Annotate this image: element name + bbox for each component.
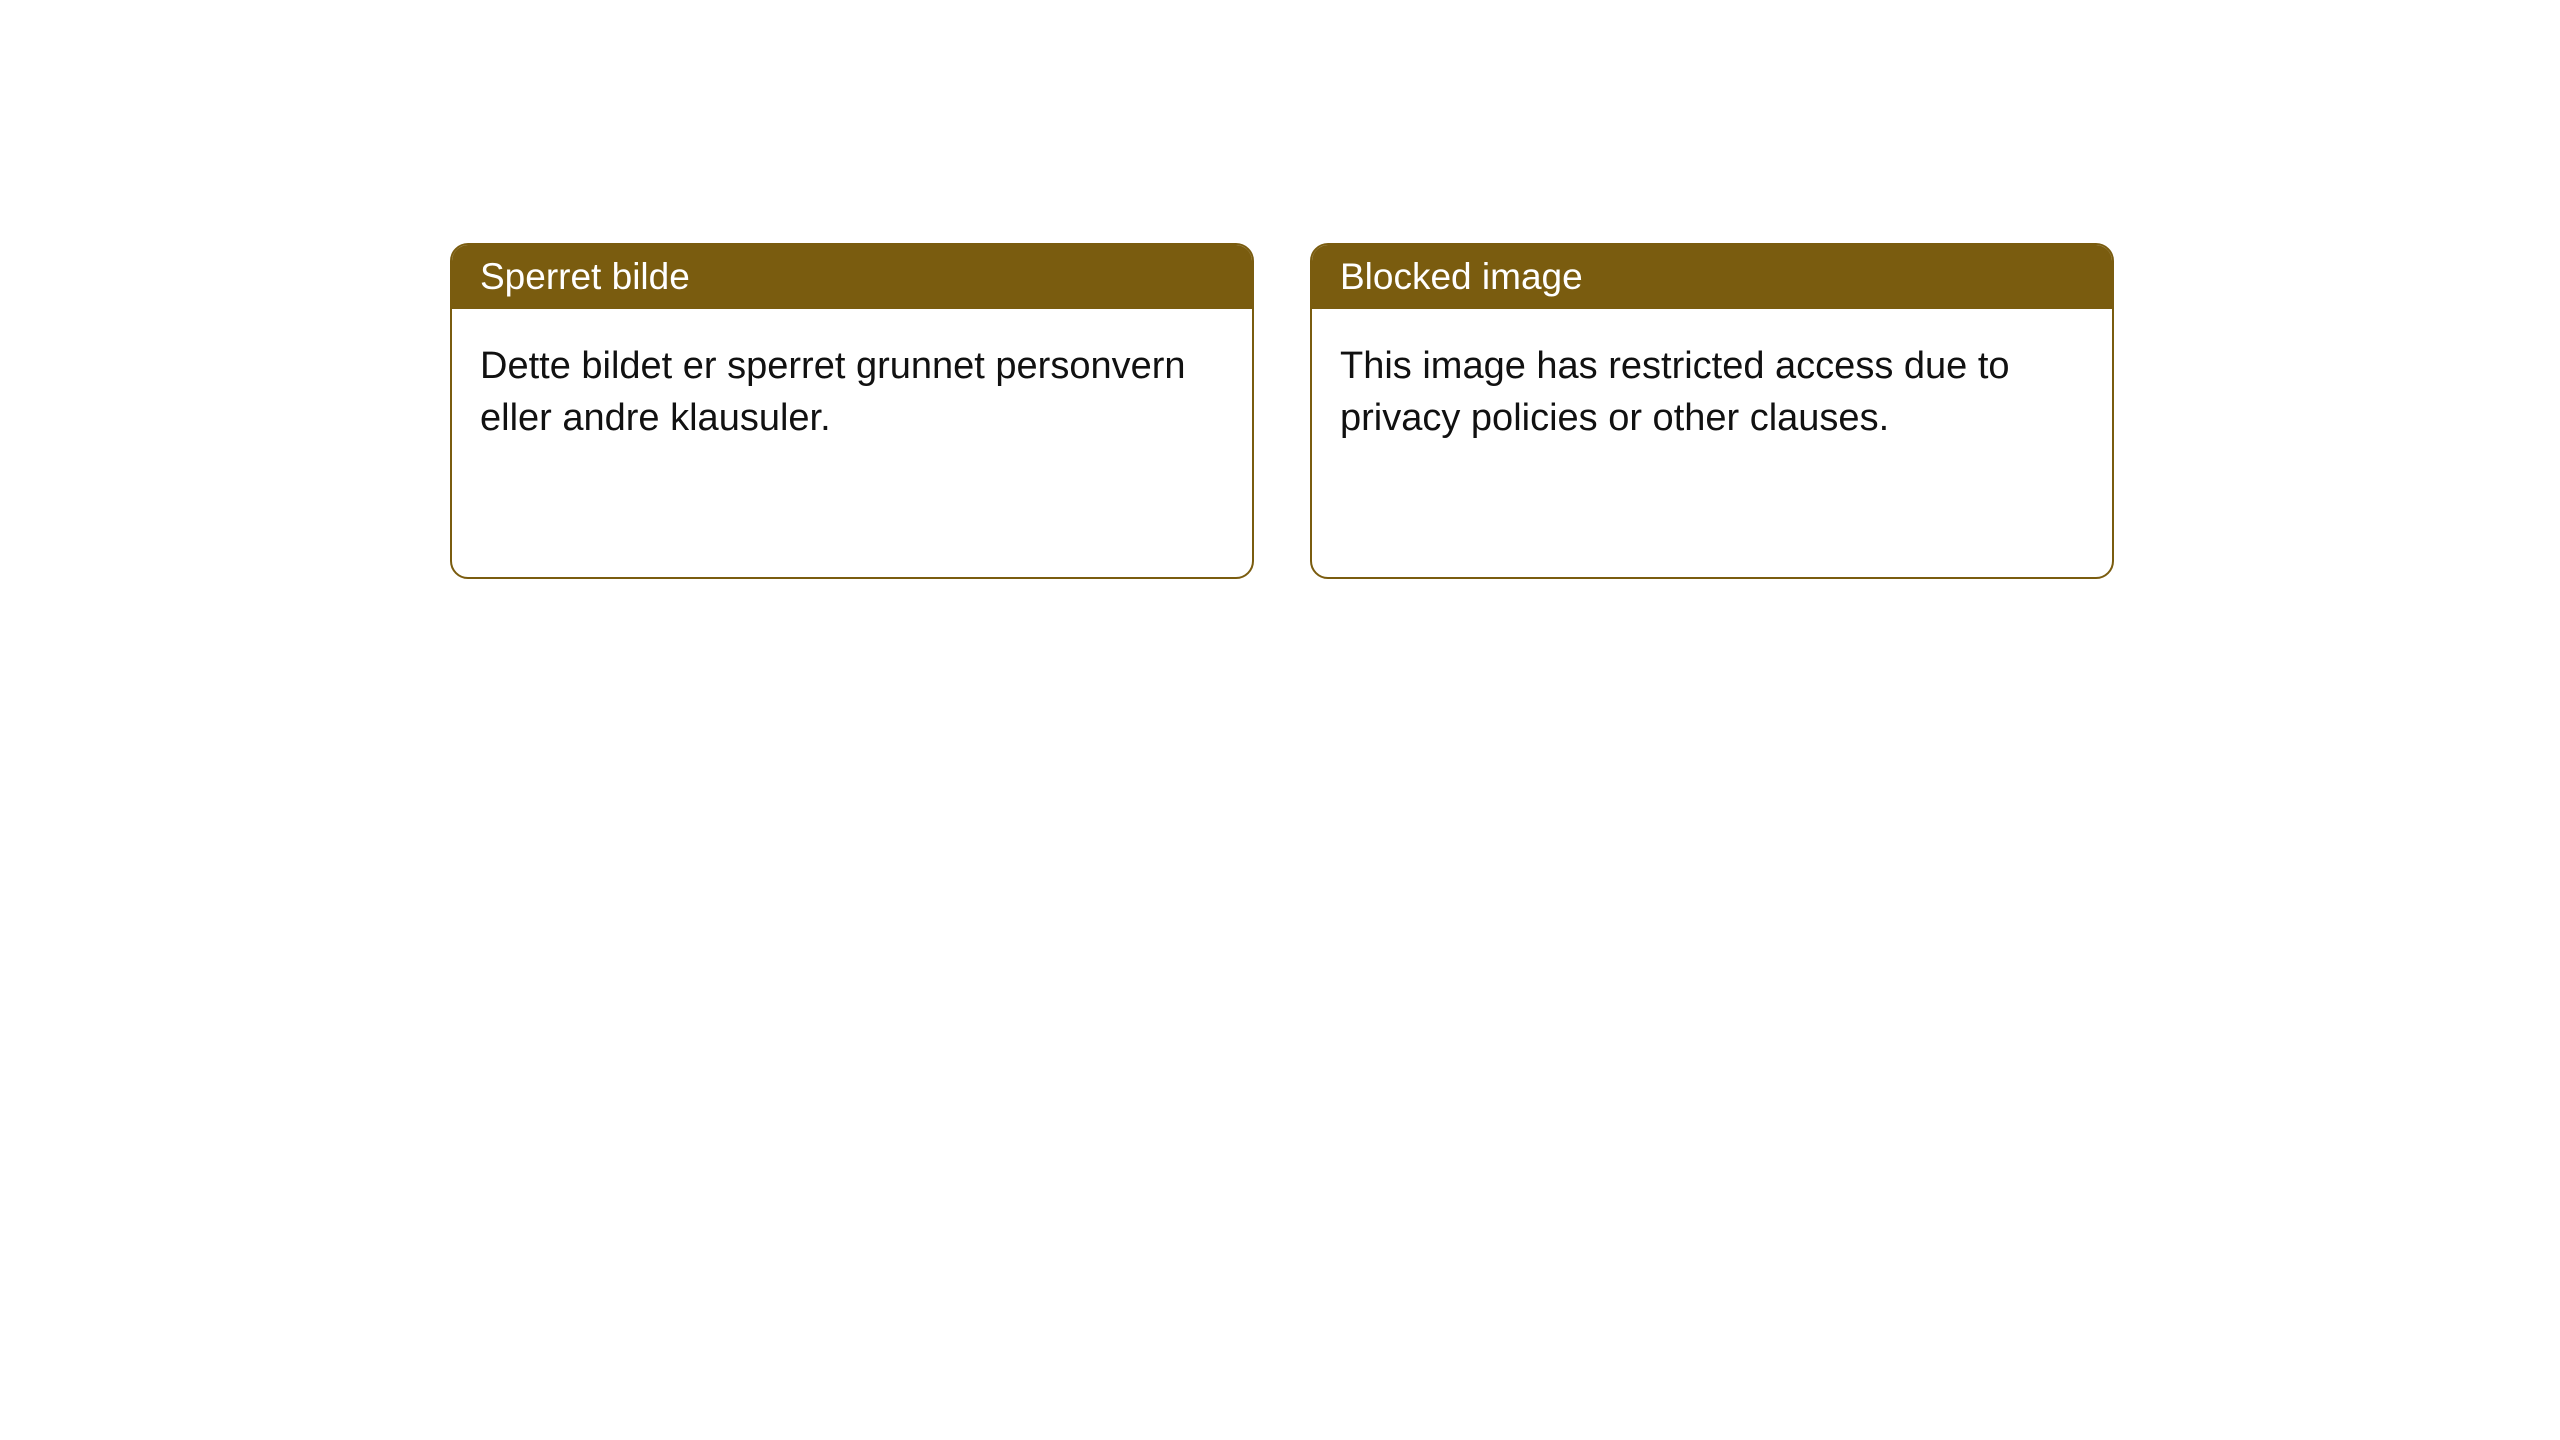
card-body: Dette bildet er sperret grunnet personve… [452, 309, 1252, 476]
card-body-text: This image has restricted access due to … [1340, 345, 2010, 438]
card-header: Blocked image [1312, 245, 2112, 309]
card-body: This image has restricted access due to … [1312, 309, 2112, 476]
card-body-text: Dette bildet er sperret grunnet personve… [480, 345, 1186, 438]
notice-card-english: Blocked image This image has restricted … [1310, 243, 2114, 579]
notice-card-container: Sperret bilde Dette bildet er sperret gr… [450, 243, 2114, 579]
card-title: Sperret bilde [480, 256, 690, 297]
card-header: Sperret bilde [452, 245, 1252, 309]
card-title: Blocked image [1340, 256, 1583, 297]
notice-card-norwegian: Sperret bilde Dette bildet er sperret gr… [450, 243, 1254, 579]
